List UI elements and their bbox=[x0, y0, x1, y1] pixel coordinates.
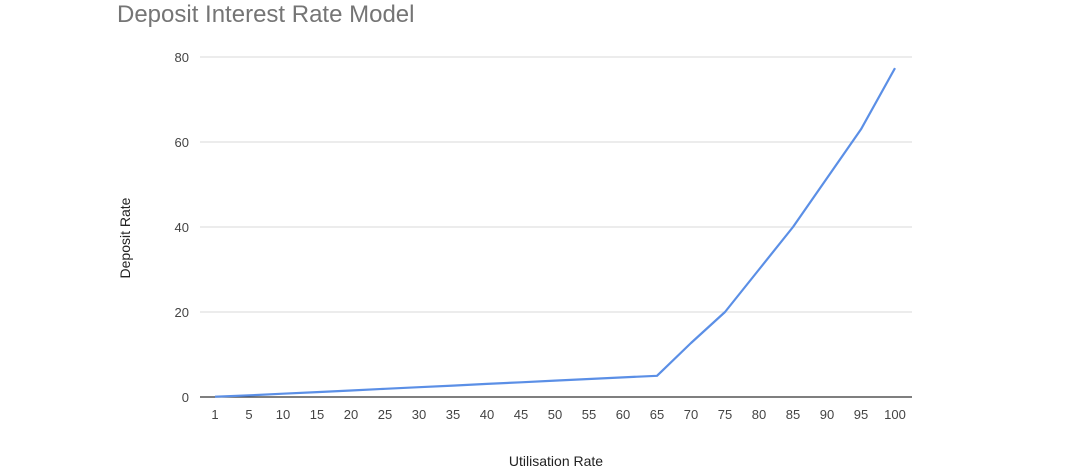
x-tick-label: 10 bbox=[276, 407, 290, 422]
y-tick-label: 80 bbox=[175, 50, 189, 65]
x-tick-label: 60 bbox=[616, 407, 630, 422]
x-tick-label: 90 bbox=[820, 407, 834, 422]
x-tick-label: 85 bbox=[786, 407, 800, 422]
x-axis-label: Utilisation Rate bbox=[509, 453, 603, 469]
x-tick-label: 100 bbox=[884, 407, 906, 422]
x-tick-label: 75 bbox=[718, 407, 732, 422]
x-tick-label: 55 bbox=[582, 407, 596, 422]
x-tick-label: 80 bbox=[752, 407, 766, 422]
series-line-deposit-rate bbox=[214, 67, 896, 398]
x-tick-label: 30 bbox=[412, 407, 426, 422]
chart-title: Deposit Interest Rate Model bbox=[117, 1, 414, 28]
x-tick-label: 50 bbox=[548, 407, 562, 422]
x-tick-label: 5 bbox=[245, 407, 252, 422]
y-tick-label: 20 bbox=[175, 305, 189, 320]
x-tick-label: 40 bbox=[480, 407, 494, 422]
y-tick-label: 60 bbox=[175, 135, 189, 150]
x-tick-label: 15 bbox=[310, 407, 324, 422]
x-tick-label: 65 bbox=[650, 407, 664, 422]
x-tick-label: 95 bbox=[854, 407, 868, 422]
x-tick-label: 20 bbox=[344, 407, 358, 422]
x-tick-label: 1 bbox=[211, 407, 218, 422]
x-tick-label: 45 bbox=[514, 407, 528, 422]
y-tick-label: 0 bbox=[182, 390, 189, 405]
y-tick-label: 40 bbox=[175, 220, 189, 235]
y-axis-label: Deposit Rate bbox=[117, 197, 133, 278]
x-tick-label: 35 bbox=[446, 407, 460, 422]
x-tick-label: 70 bbox=[684, 407, 698, 422]
x-tick-label: 25 bbox=[378, 407, 392, 422]
